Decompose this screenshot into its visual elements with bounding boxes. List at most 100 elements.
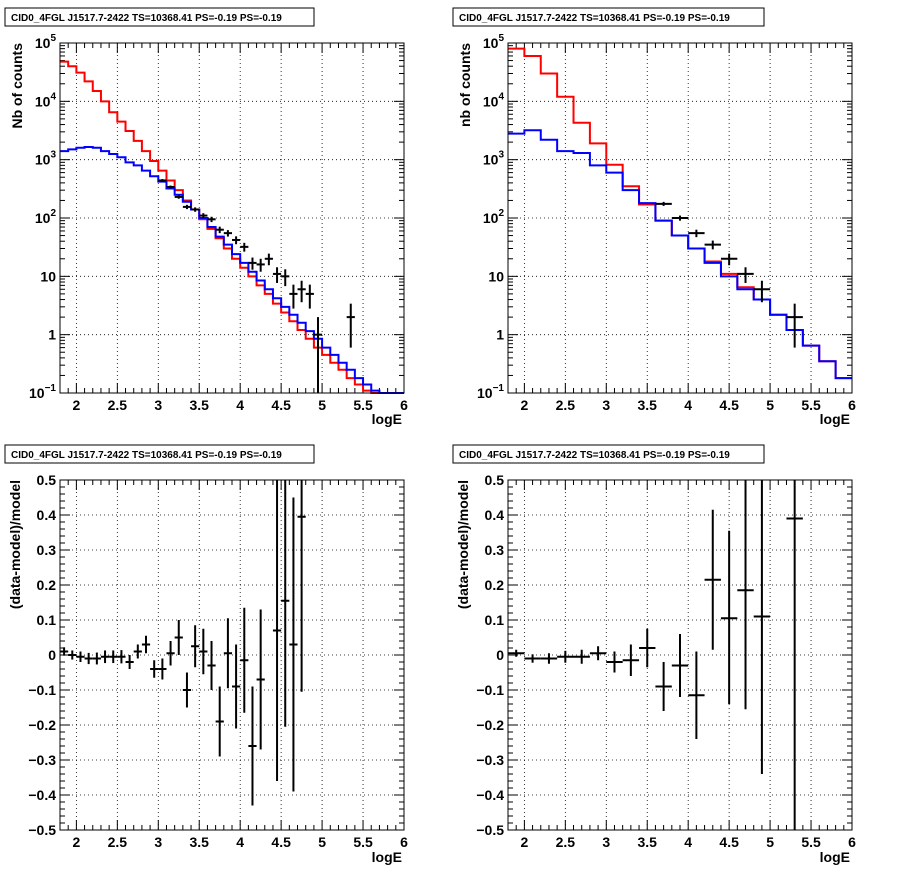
y-tick-base: −0.4 [28,787,56,803]
data-point [256,258,265,272]
counts-right-panel: CID0_4FGL J1517.7-2422 TS=10368.41 PS=-0… [452,7,856,427]
data-point [199,213,208,219]
data-point [281,269,290,287]
x-tick-label: 2.5 [108,397,128,413]
y-tick-label: −0.5 [476,822,504,838]
y-tick-base: 10 [483,93,499,109]
x-axis-title: logE [372,849,402,865]
y-tick-base: 0.3 [485,542,505,558]
y-tick-label: 0.1 [37,612,57,628]
data-point [272,267,282,283]
x-tick-label: 3 [602,834,610,850]
counts-left-panel: CID0_4FGL J1517.7-2422 TS=10368.41 PS=-0… [4,7,408,427]
title-box [452,7,765,27]
data-point [240,242,249,252]
y-tick-label: −0.2 [28,717,56,733]
data-point [753,280,771,303]
x-tick-label: 5 [318,834,326,850]
y-tick-exponent: 4 [498,91,504,102]
data-point [524,654,541,663]
y-tick-label: 0.3 [37,542,57,558]
x-tick-label: 3 [602,397,610,413]
x-tick-label: 2.5 [556,397,576,413]
data-point [92,652,101,665]
plot-frame [59,479,405,831]
y-tick-base: −0.4 [476,787,504,803]
y-tick-label: 0.2 [485,577,505,593]
y-tick-label: −0.3 [476,752,504,768]
x-tick-label: 3.5 [638,834,658,850]
y-tick-label: 0.1 [485,612,505,628]
x-tick-label: 2.5 [556,834,576,850]
y-tick-label: 0 [496,647,504,663]
x-tick-label: 5.5 [801,397,821,413]
x-tick-label: 3 [154,834,162,850]
y-tick-exponent: 3 [498,150,504,161]
data-point [174,620,183,655]
data-point [182,672,192,708]
x-axis-title: logE [372,411,402,427]
x-tick-label: 4 [684,834,692,850]
y-tick-base: −0.3 [476,752,504,768]
data-point [174,195,183,199]
data-point [737,267,754,283]
data-point [737,480,754,710]
data-point [232,236,241,245]
data-point [606,651,623,673]
data-point [786,480,803,830]
chart-title: CID0_4FGL J1517.7-2422 TS=10368.41 PS=-0… [459,13,730,24]
data-point [215,226,224,234]
histogram-series-blue [60,145,404,394]
y-tick-exponent: 5 [498,33,504,44]
data-point [158,179,167,182]
x-tick-label: 3.5 [190,397,210,413]
data-point [508,649,525,657]
y-tick-base: −0.5 [476,822,504,838]
y-tick-base: 1 [48,327,56,343]
data-point [289,284,298,309]
histogram-series-red [60,60,404,394]
y-tick-base: 10 [483,35,499,51]
data-point [346,303,355,348]
data-point [305,284,314,309]
data-point [84,652,93,665]
data-point [573,649,590,664]
y-tick-base: 10 [29,385,45,401]
y-tick-label: 10−1 [29,383,56,401]
y-tick-base: −0.1 [476,682,504,698]
y-tick-base: 0.4 [485,507,505,523]
y-tick-label: 0 [48,647,56,663]
title-box [4,7,315,27]
y-axis-title: (data-model)/model [7,480,23,609]
y-tick-label: 0.2 [37,577,57,593]
x-tick-label: 2 [72,834,80,850]
chart-title: CID0_4FGL J1517.7-2422 TS=10368.41 PS=-0… [11,13,282,24]
data-point [248,257,257,270]
data-point [109,650,118,664]
x-tick-label: 2 [520,834,528,850]
y-tick-label: −0.2 [476,717,504,733]
title-box [4,444,315,464]
data-point [671,215,689,221]
y-tick-base: −0.2 [476,717,504,733]
y-tick-exponent: 2 [50,208,56,219]
data-point [289,497,298,792]
x-tick-label: 6 [400,834,408,850]
y-tick-label: 1 [48,327,56,343]
x-tick-label: 2 [72,397,80,413]
y-tick-exponent: 5 [50,33,56,44]
data-point [671,634,689,697]
x-tick-label: 5 [766,397,774,413]
y-tick-base: 10 [477,385,493,401]
y-tick-label: 0.5 [485,472,505,488]
y-tick-base: −0.3 [28,752,56,768]
y-tick-label: 102 [483,208,505,226]
plot-frame [507,42,853,394]
data-point [125,655,134,669]
data-point [589,646,607,661]
y-axis-title: Nb of counts [9,43,25,129]
y-tick-label: −0.1 [28,682,56,698]
x-tick-label: 5.5 [353,834,373,850]
data-point [150,660,159,678]
